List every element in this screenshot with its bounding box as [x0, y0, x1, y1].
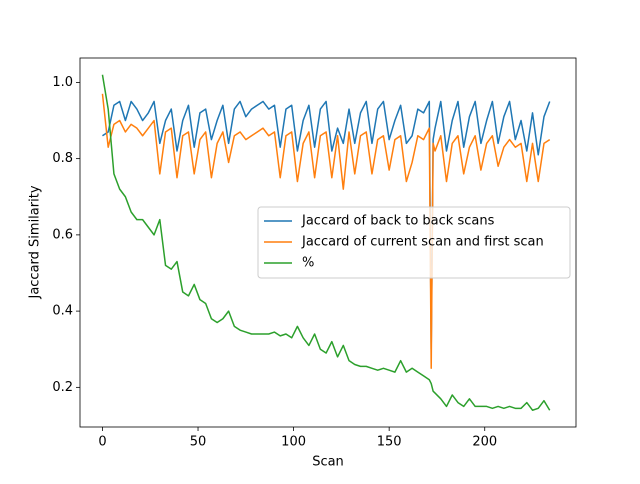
line-series: [102, 100, 551, 350]
x-axis-label: Scan: [312, 455, 344, 470]
x-tick-label: 150: [377, 435, 402, 450]
axes-frame: [79, 57, 577, 428]
y-axis-label: Jaccard Similarity: [28, 185, 43, 299]
y-tick-label: 0.2: [52, 380, 73, 395]
x-tick-label: 200: [472, 435, 497, 450]
y-tick-label: 0.6: [52, 227, 73, 242]
y-tick-label: 1.0: [52, 75, 73, 90]
x-tick-label: 100: [281, 435, 306, 450]
y-tick-label: 0.4: [52, 304, 73, 319]
legend-label: Jaccard of current scan and first scan: [301, 235, 544, 250]
line-series: [101, 74, 551, 411]
legend-box: [257, 206, 571, 279]
legend-label: %: [302, 256, 314, 271]
x-tick-label: 0: [98, 435, 106, 450]
y-tick-label: 0.8: [52, 151, 73, 166]
line-series: [101, 93, 551, 370]
x-tick-label: 50: [190, 435, 207, 450]
legend-label: Jaccard of back to back scans: [301, 214, 495, 229]
